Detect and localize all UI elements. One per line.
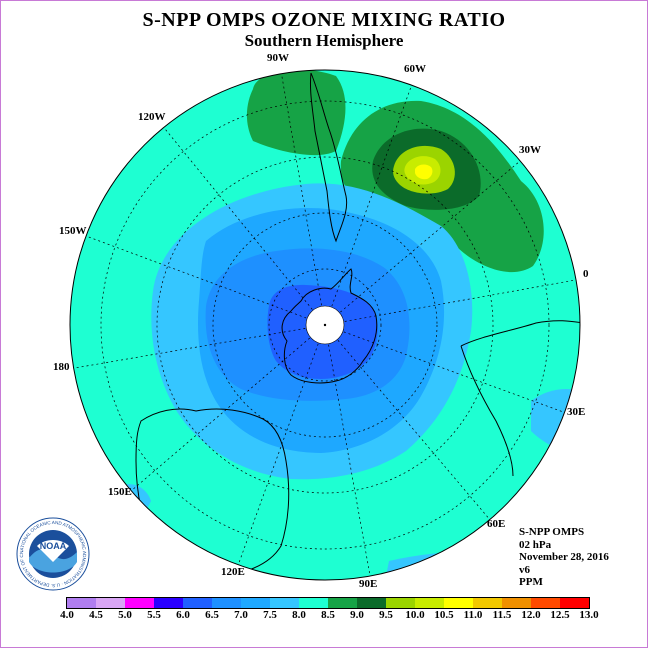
colorbar-label: 8.5 [321,609,335,621]
lon-label-90e: 90E [359,578,378,590]
antarctica-coastline [281,268,378,384]
noaa-logo: NATIONAL OCEANIC AND ATMOSPHERIC ADMINIS… [15,516,90,591]
africa-coastline [460,320,580,477]
colorbar-cell [531,598,560,608]
info-block: S-NPP OMPS 02 hPa November 28, 2016 v6 P… [519,526,609,589]
latitude-circle-60 [156,156,494,494]
noaa-logo-text: NOAA [40,541,67,551]
info-date: November 28, 2016 [519,551,609,563]
meridian-90e [324,324,372,580]
info-version: v6 [519,563,530,576]
lon-label-30w: 30W [519,144,541,156]
colorbar-label: 5.0 [118,609,132,621]
colorbar-label: 12.0 [521,609,541,621]
colorbar-cell [357,598,386,608]
colorbar-label: 10.0 [405,609,425,621]
latitude-circle-80 [268,268,382,382]
info-level: 02 hPa [519,538,552,551]
colorbar-label: 6.5 [205,609,219,621]
lon-label-150w: 150W [59,225,87,237]
meridian-120e [235,324,326,572]
lon-label-0: 0 [583,268,589,280]
colorbar-label: 4.5 [89,609,103,621]
colorbar-cell [415,598,444,608]
colorbar-label: 7.0 [234,609,248,621]
colorbar-label: 9.0 [350,609,364,621]
colorbar-cell [96,598,125,608]
colorbar-label: 12.5 [550,609,570,621]
meridian-30w [324,155,527,326]
meridian-120w [160,123,326,326]
colorbar-cell [386,598,415,608]
colorbar-cell [444,598,473,608]
map-boundary [69,69,581,581]
colorbar-label: 11.5 [492,609,512,621]
colorbar-label: 10.5 [434,609,454,621]
latitude-circle-50 [100,100,550,550]
colorbar-cell [299,598,328,608]
colorbar-cell [328,598,357,608]
colorbar-cell [241,598,270,608]
colorbar-cell [560,598,589,608]
map-subtitle: Southern Hemisphere [244,31,404,50]
colorbar-cell [154,598,183,608]
colorbar-label: 9.5 [379,609,393,621]
colorbar-cell [473,598,502,608]
colorbar-cell [270,598,299,608]
lon-label-120e: 120E [221,566,245,578]
lon-label-180: 180 [53,361,70,373]
lon-label-60e: 60E [487,518,506,530]
meridian-180 [70,324,326,370]
ozone-band-8-5-north [247,70,346,156]
colorbar-label: 5.5 [147,609,161,621]
info-instrument: S-NPP OMPS [519,526,585,538]
colorbar [66,597,590,609]
colorbar-label: 7.5 [263,609,277,621]
colorbar-label: 4.0 [60,609,74,621]
info-units: PPM [519,576,543,588]
south-america-coastline [310,72,348,243]
lon-label-150e: 150E [108,486,132,498]
lon-label-90w: 90W [267,52,289,64]
ozone-band-10-5 [415,164,433,180]
ozone-band-7-5-south [381,551,521,580]
map-title: S-NPP OMPS OZONE MIXING RATIO [142,9,506,31]
lon-label-60w: 60W [404,63,426,75]
colorbar-cell [183,598,212,608]
colorbar-label: 8.0 [292,609,306,621]
colorbar-cell [125,598,154,608]
lon-label-30e: 30E [567,406,586,418]
meridian-0 [324,278,580,326]
pole-point [323,323,327,327]
colorbar-label: 11.0 [463,609,483,621]
colorbar-label: 13.0 [579,609,599,621]
colorbar-label: 6.0 [176,609,190,621]
lon-label-120w: 120W [138,111,166,123]
colorbar-cell [67,598,96,608]
colorbar-cell [502,598,531,608]
colorbar-cell [212,598,241,608]
latitude-circle-70 [212,212,438,438]
